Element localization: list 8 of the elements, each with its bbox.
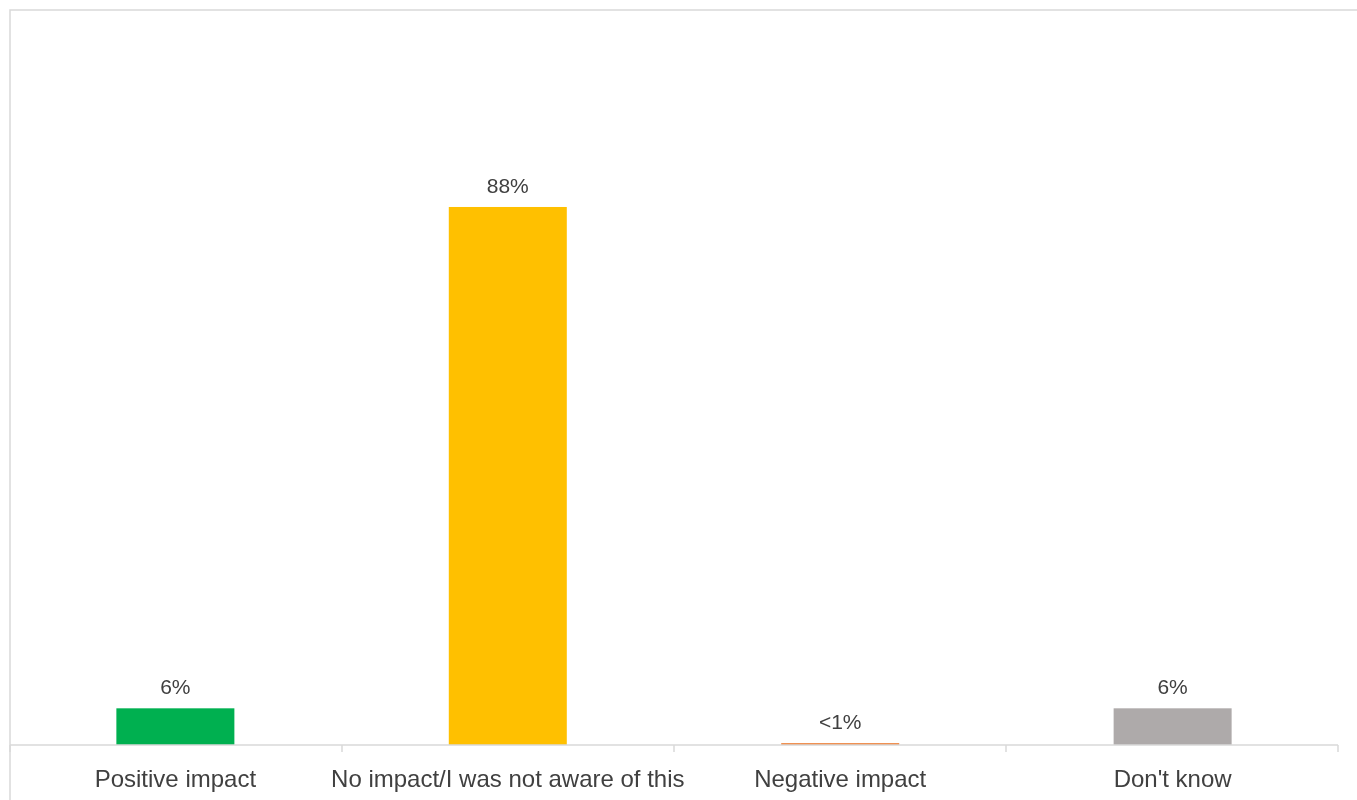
data-label: <1% bbox=[818, 710, 862, 734]
x-tick-label: Don't know bbox=[1113, 765, 1233, 792]
data-label: 6% bbox=[1157, 675, 1188, 699]
x-tick-label: No impact/I was not aware of this bbox=[331, 765, 685, 792]
data-label: 6% bbox=[160, 675, 191, 699]
x-tick-label: Positive impact bbox=[94, 765, 257, 792]
x-tick-label: Negative impact bbox=[754, 765, 927, 792]
data-label: 88% bbox=[486, 173, 529, 197]
